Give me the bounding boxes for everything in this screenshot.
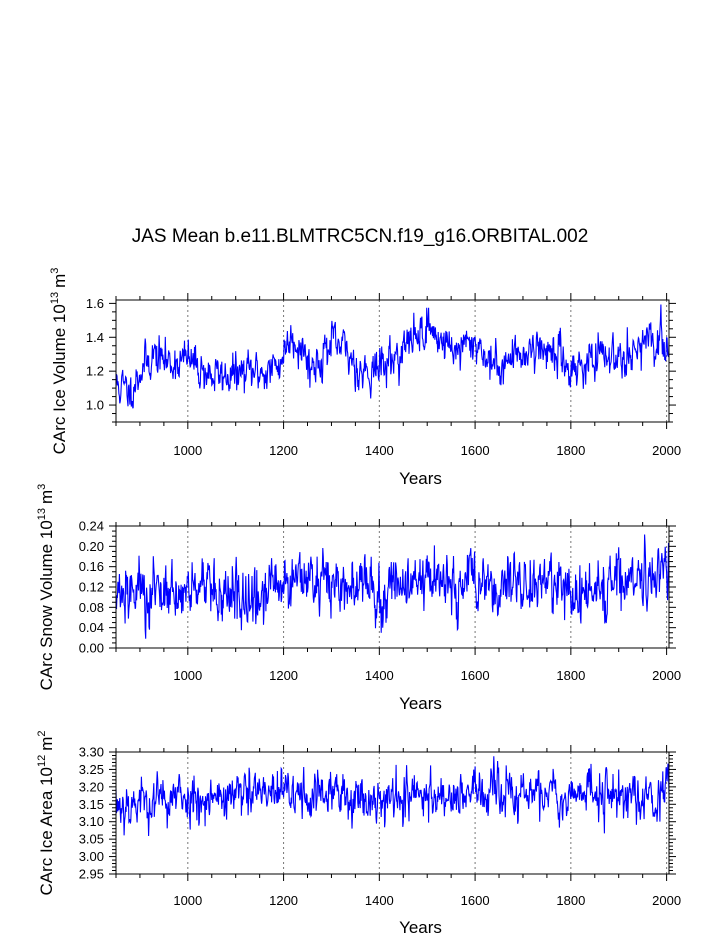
y-axis: 2.95 3.00 3.05 3.10 3.15 3.20 3.25 3.30: [79, 745, 676, 882]
x-axis: 1000 1200 1400 1600 1800 2000: [115, 745, 681, 908]
x-tick-label: 1800: [556, 443, 585, 458]
x-tick-label: 1600: [461, 893, 490, 908]
x-axis: 1000 1200 1400 1600 1800 2000: [115, 519, 681, 683]
y-tick-label: 1.2: [86, 364, 104, 379]
y-label-unit: m: [37, 490, 56, 504]
y-label-unit: m: [37, 737, 56, 751]
y-label-main: CArc Snow Volume 10: [37, 520, 56, 690]
x-axis-label: Years: [399, 918, 442, 935]
x-tick-label: 2000: [652, 668, 681, 683]
y-axis: 0.00 0.04 0.08 0.12 0.16 0.20 0.24: [79, 519, 676, 656]
y-tick-label: 3.30: [79, 745, 104, 760]
y-axis-label: CArc Ice Volume 1013 m3: [49, 268, 69, 455]
series-line-ice-area: [115, 756, 670, 837]
y-tick-label: 0.16: [79, 559, 104, 574]
x-axis-label: Years: [399, 694, 442, 713]
y-tick-label: 1.4: [86, 330, 104, 345]
x-axis-label: Years: [399, 469, 442, 488]
y-label-unit-exponent: 3: [49, 268, 61, 274]
y-tick-label: 3.05: [79, 832, 104, 847]
x-tick-label: 1800: [556, 668, 585, 683]
y-label-main: CArc Ice Volume 10: [50, 304, 69, 454]
figure-title: JAS Mean b.e11.BLMTRC5CN.f19_g16.ORBITAL…: [132, 226, 589, 247]
y-tick-label: 3.15: [79, 797, 104, 812]
y-tick-label: 3.25: [79, 762, 104, 777]
y-label-unit: m: [50, 274, 69, 288]
y-tick-label: 2.95: [79, 867, 104, 882]
y-label-exponent: 13: [49, 292, 61, 304]
y-tick-label: 0.12: [79, 580, 104, 595]
x-tick-label: 2000: [652, 893, 681, 908]
x-tick-label: 1000: [173, 443, 202, 458]
y-label-exponent: 12: [36, 755, 48, 767]
panel-ice-area: 2.95 3.00 3.05 3.10 3.15 3.20 3.25 3.30 1000 1200…: [36, 730, 681, 935]
series-line-snow-volume: [115, 534, 670, 639]
y-label-exponent: 13: [36, 508, 48, 520]
y-axis-label: CArc Snow Volume 1013 m3: [36, 484, 56, 691]
x-tick-label: 1200: [269, 893, 298, 908]
y-label-unit-exponent: 2: [36, 730, 48, 736]
y-tick-label: 1.0: [86, 398, 104, 413]
y-tick-label: 0.00: [79, 641, 104, 656]
x-tick-label: 1200: [269, 668, 298, 683]
y-tick-label: 0.04: [79, 620, 104, 635]
y-tick-label: 3.00: [79, 849, 104, 864]
panels: 1.0 1.2 1.4 1.6 1000 1200 1400 1600 1800 2000 Year…: [36, 268, 681, 935]
x-axis: 1000 1200 1400 1600 1800 2000: [115, 293, 681, 458]
y-axis-label: CArc Ice Area 1012 m2: [36, 730, 56, 895]
x-tick-label: 1600: [461, 668, 490, 683]
plot-frame: [115, 751, 670, 875]
plot-frame: [115, 299, 670, 423]
panel-snow-volume: 0.00 0.04 0.08 0.12 0.16 0.20 0.24 1000 1200 1400…: [36, 484, 681, 713]
y-label-unit-exponent: 3: [36, 484, 48, 490]
y-tick-label: 1.6: [86, 296, 104, 311]
y-tick-label: 0.08: [79, 600, 104, 615]
x-tick-label: 1600: [461, 443, 490, 458]
x-tick-label: 1400: [365, 893, 394, 908]
panel-ice-volume: 1.0 1.2 1.4 1.6 1000 1200 1400 1600 1800 2000 Year…: [49, 268, 681, 488]
x-tick-label: 2000: [652, 443, 681, 458]
x-tick-label: 1200: [269, 443, 298, 458]
y-tick-label: 3.10: [79, 814, 104, 829]
y-tick-label: 3.20: [79, 779, 104, 794]
x-tick-label: 1800: [556, 893, 585, 908]
y-tick-label: 0.20: [79, 539, 104, 554]
x-tick-label: 1000: [173, 668, 202, 683]
x-tick-label: 1000: [173, 893, 202, 908]
x-tick-label: 1400: [365, 668, 394, 683]
y-label-main: CArc Ice Area 10: [37, 767, 56, 896]
y-axis: 1.0 1.2 1.4 1.6: [86, 296, 676, 423]
series-line-ice-volume: [115, 304, 670, 409]
y-tick-label: 0.24: [79, 519, 104, 534]
x-tick-label: 1400: [365, 443, 394, 458]
